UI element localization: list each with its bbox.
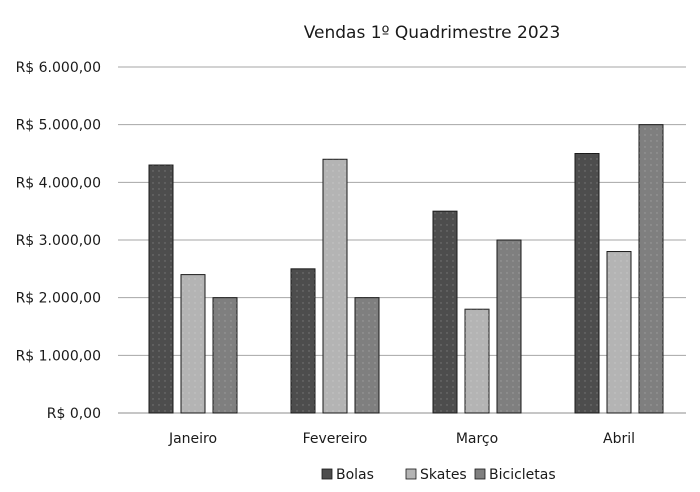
y-axis-ticks: R$ 0,00 R$ 1.000,00 R$ 2.000,00 R$ 3.000,00…	[16, 60, 101, 422]
legend-label: Skates	[420, 467, 467, 483]
bar-texture	[149, 165, 173, 413]
x-axis-categories: Janeiro Fevereiro Março Abril	[168, 431, 635, 447]
legend-label: Bicicletas	[489, 467, 556, 483]
bar-texture	[323, 159, 347, 413]
x-category-label: Fevereiro	[303, 431, 368, 447]
bar-texture	[575, 153, 599, 413]
bar-texture	[181, 274, 205, 413]
y-tick-label: R$ 0,00	[47, 406, 101, 422]
x-category-label: Abril	[603, 431, 635, 447]
y-tick-label: R$ 2.000,00	[16, 291, 101, 307]
y-tick-label: R$ 5.000,00	[16, 118, 101, 134]
y-tick-label: R$ 3.000,00	[16, 233, 101, 249]
bar-texture	[433, 211, 457, 413]
legend-swatch	[321, 468, 333, 480]
bars	[148, 124, 664, 414]
bar-texture	[355, 297, 379, 413]
chart-title: Vendas 1º Quadrimestre 2023	[304, 23, 561, 43]
bar-texture	[607, 251, 631, 413]
y-tick-label: R$ 6.000,00	[16, 60, 101, 76]
y-tick-label: R$ 1.000,00	[16, 348, 101, 364]
bar-texture	[497, 240, 521, 413]
bar-texture	[465, 309, 489, 413]
legend-swatch	[474, 468, 486, 480]
bar-texture	[639, 124, 663, 414]
y-tick-label: R$ 4.000,00	[16, 175, 101, 191]
x-category-label: Março	[456, 431, 498, 447]
bar-texture	[213, 297, 237, 413]
x-category-label: Janeiro	[168, 431, 217, 447]
legend-label: Bolas	[336, 467, 374, 483]
legend-swatch	[405, 468, 417, 480]
bar-texture	[291, 268, 315, 413]
legend: Bolas Skates Bicicletas	[321, 467, 556, 483]
